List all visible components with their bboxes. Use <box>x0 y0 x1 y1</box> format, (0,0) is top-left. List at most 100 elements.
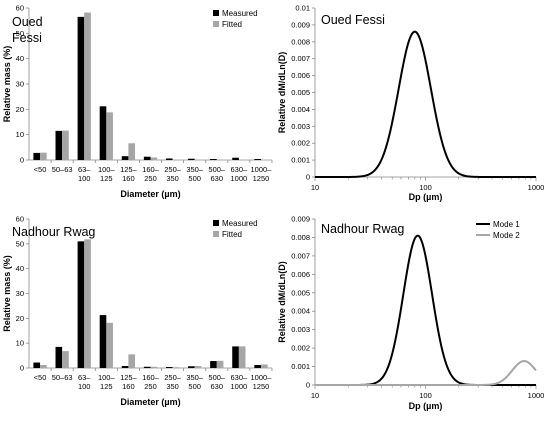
y-tick-label: 0.002 <box>291 344 310 353</box>
x-tick-label: 1000– <box>251 373 273 382</box>
y-tick-label: 0.003 <box>291 325 310 334</box>
x-tick-label: 125 <box>100 382 113 391</box>
x-tick-label: 500 <box>188 382 201 391</box>
y-axis-label: Relative dM/dLn(D) <box>277 52 287 134</box>
bar-measured-0 <box>33 362 41 368</box>
x-tick-label: 630 <box>211 382 224 391</box>
x-tick-label: 100– <box>98 373 116 382</box>
panel-title: Oued <box>12 15 43 29</box>
x-tick-label: 100 <box>419 183 432 192</box>
bar-fitted-6 <box>172 159 180 160</box>
legend-swatch-fitted <box>213 21 219 27</box>
y-tick-label: 0.008 <box>291 233 310 242</box>
x-axis-label: Diameter (µm) <box>120 397 180 407</box>
y-tick-label: 0 <box>306 173 310 182</box>
x-tick-label: 50–63 <box>52 373 73 382</box>
x-tick-label: 1000 <box>528 183 545 192</box>
x-tick-label: 500– <box>208 165 226 174</box>
x-tick-label: 1000 <box>231 174 248 183</box>
y-tick-label: 0 <box>306 381 310 390</box>
y-axis-label: Relative mass (%) <box>2 46 12 123</box>
legend-label-mode-1: Mode 1 <box>493 220 520 229</box>
y-tick-label: 0.005 <box>291 88 310 97</box>
bar-measured-5 <box>143 156 151 160</box>
x-tick-label: 1000 <box>231 382 248 391</box>
bar-measured-7 <box>188 366 195 368</box>
y-tick-label: 30 <box>16 289 24 298</box>
x-tick-label: 1250 <box>253 382 270 391</box>
bar-measured-10 <box>254 365 261 368</box>
panel-title: Fessi <box>12 31 42 45</box>
y-tick-label: 0.001 <box>291 362 310 371</box>
bar-measured-4 <box>121 366 129 368</box>
x-tick-label: 350– <box>186 165 204 174</box>
x-tick-label: 160 <box>122 174 135 183</box>
x-axis-label: Dp (µm) <box>409 401 443 411</box>
series-line-mode-2 <box>315 360 537 386</box>
bar-fitted-4 <box>128 354 136 368</box>
x-tick-label: 100 <box>419 391 432 400</box>
y-tick-label: 40 <box>16 264 24 273</box>
bar-fitted-3 <box>106 322 113 368</box>
y-tick-label: 0.005 <box>291 288 310 297</box>
y-tick-label: 0.004 <box>291 105 310 114</box>
y-tick-label: 0.008 <box>291 37 310 46</box>
y-tick-label: 0.001 <box>291 156 310 165</box>
x-tick-label: <50 <box>34 373 47 382</box>
panel-title: Nadhour Rwag <box>321 222 404 236</box>
x-tick-label: 50–63 <box>52 165 73 174</box>
bar-fitted-1 <box>62 130 69 160</box>
y-tick-label: 40 <box>16 54 24 63</box>
y-axis-label: Relative mass (%) <box>2 255 12 332</box>
legend-label-measured: Measured <box>222 219 258 228</box>
x-tick-label: 630– <box>231 165 249 174</box>
y-tick-label: 10 <box>16 130 24 139</box>
y-tick-label: 30 <box>16 80 24 89</box>
y-tick-label: 0.006 <box>291 71 310 80</box>
y-tick-label: 0 <box>20 364 24 373</box>
y-tick-label: 0.006 <box>291 270 310 279</box>
x-tick-label: 10 <box>311 391 319 400</box>
x-tick-label: 100 <box>78 382 91 391</box>
bar-measured-0 <box>33 152 41 160</box>
x-tick-label: 10 <box>311 183 319 192</box>
x-tick-label: 250 <box>144 174 157 183</box>
bar-measured-2 <box>77 16 85 160</box>
x-tick-label: 250 <box>144 382 157 391</box>
bar-fitted-1 <box>62 351 69 368</box>
bar-fitted-9 <box>238 346 246 368</box>
x-tick-label: 63– <box>78 165 91 174</box>
x-tick-label: 500– <box>208 373 226 382</box>
x-tick-label: 100– <box>98 165 116 174</box>
y-tick-label: 60 <box>16 215 24 224</box>
x-tick-label: 63– <box>78 373 91 382</box>
x-tick-label: 125– <box>120 373 138 382</box>
bar-measured-1 <box>55 346 63 368</box>
x-tick-label: 1250 <box>253 174 270 183</box>
x-tick-label: 160 <box>122 382 135 391</box>
y-tick-label: 20 <box>16 314 24 323</box>
y-tick-label: 0.009 <box>291 215 310 224</box>
y-tick-label: 0.002 <box>291 139 310 148</box>
x-tick-label: 160– <box>142 373 160 382</box>
series-line-distribution <box>315 30 536 178</box>
bar-measured-8 <box>210 361 217 368</box>
bar-measured-10 <box>254 158 261 160</box>
bar-measured-9 <box>232 157 239 160</box>
x-tick-label: 350– <box>186 373 204 382</box>
legend-label-fitted: Fitted <box>222 20 242 29</box>
bar-measured-7 <box>188 158 195 160</box>
legend-label-fitted: Fitted <box>222 230 242 239</box>
bar-fitted-0 <box>40 365 47 368</box>
x-tick-label: 350 <box>166 174 179 183</box>
bar-fitted-8 <box>216 360 224 368</box>
bar-measured-2 <box>77 241 85 368</box>
bar-measured-5 <box>143 366 151 368</box>
y-tick-label: 0.007 <box>291 251 310 260</box>
panel-title: Oued Fessi <box>321 13 385 27</box>
y-tick-label: 0 <box>20 156 24 165</box>
x-tick-label: 630 <box>211 174 224 183</box>
x-tick-label: <50 <box>34 165 47 174</box>
y-tick-label: 20 <box>16 105 24 114</box>
